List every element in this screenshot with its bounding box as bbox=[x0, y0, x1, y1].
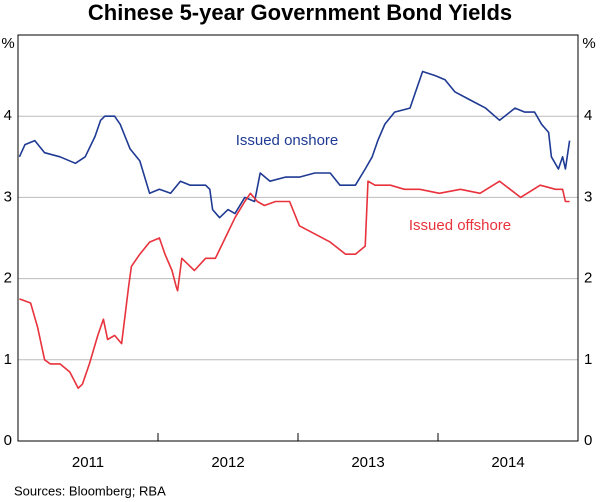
x-tick-label: 2014 bbox=[491, 454, 524, 471]
series-label: Issued onshore bbox=[236, 132, 339, 149]
plot-frame bbox=[17, 34, 579, 442]
y-tick-label: 0 bbox=[4, 432, 12, 449]
y2-tick-label: 2 bbox=[584, 270, 592, 287]
line-series bbox=[18, 70, 571, 219]
x-tick-label: 2011 bbox=[72, 454, 104, 471]
y2-tick-label: 4 bbox=[584, 107, 592, 124]
y-tick-label: 2 bbox=[4, 270, 12, 287]
y-tick-label: 4 bbox=[4, 107, 12, 124]
y-tick-label: 1 bbox=[4, 351, 12, 368]
y-tick-label: 3 bbox=[4, 188, 12, 205]
y2-tick-label: 0 bbox=[584, 432, 592, 449]
chart-title: Chinese 5-year Government Bond Yields bbox=[88, 0, 512, 25]
line-series bbox=[19, 180, 570, 389]
source-note: Sources: Bloomberg; RBA bbox=[14, 483, 166, 498]
y2-tick-label: 1 bbox=[584, 351, 592, 368]
y2-tick-label: 3 bbox=[584, 188, 592, 205]
y2-unit: % bbox=[582, 35, 595, 52]
y-unit: % bbox=[1, 35, 14, 52]
x-tick-label: 2012 bbox=[211, 454, 244, 471]
series-label: Issued offshore bbox=[409, 217, 511, 234]
x-tick-label: 2013 bbox=[351, 454, 384, 471]
